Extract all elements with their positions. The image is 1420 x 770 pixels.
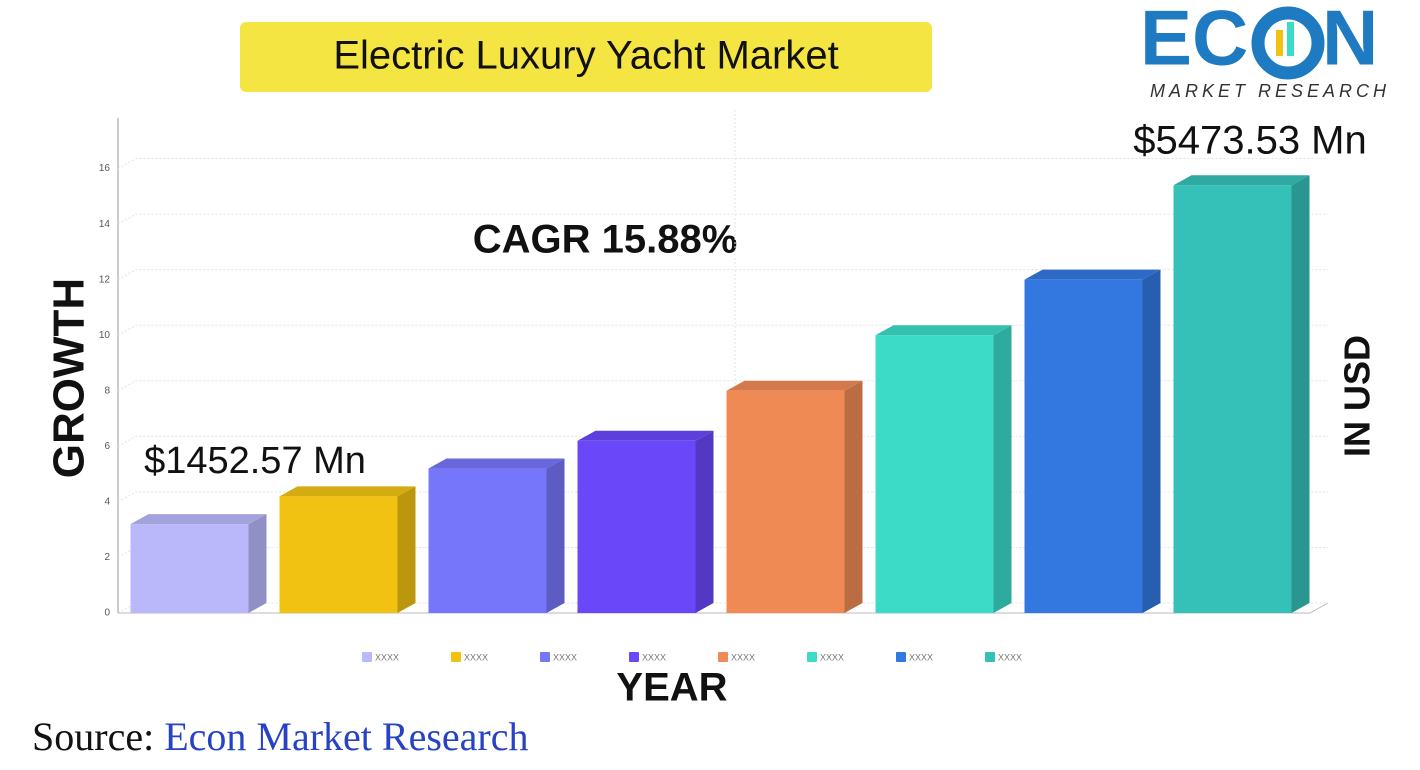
bar bbox=[1173, 175, 1310, 613]
bar bbox=[130, 514, 267, 613]
source: Source: Econ Market Research bbox=[32, 714, 528, 759]
grid-line bbox=[117, 269, 1328, 281]
bar bbox=[726, 380, 863, 613]
legend-swatch bbox=[451, 652, 461, 662]
bar-side bbox=[546, 458, 565, 613]
bar bbox=[428, 458, 565, 613]
bar bbox=[1024, 269, 1161, 613]
bar-top bbox=[875, 325, 1012, 336]
logo-right: N bbox=[1322, 0, 1378, 82]
y-tick-label: 8 bbox=[104, 385, 110, 396]
bar-top bbox=[577, 430, 714, 441]
bar-front bbox=[1173, 185, 1292, 613]
source-name: Econ Market Research bbox=[164, 714, 528, 759]
logo-icon bbox=[1251, 6, 1325, 80]
bar-top bbox=[726, 380, 863, 391]
title-highlight bbox=[240, 22, 932, 92]
legend-label: XXXX bbox=[909, 652, 933, 662]
start-value: $1452.57 Mn bbox=[144, 440, 366, 482]
legend-label: XXXX bbox=[375, 652, 399, 662]
chart-title: Electric Luxury Yacht Market bbox=[333, 34, 838, 78]
legend-label: XXXX bbox=[464, 652, 488, 662]
grid-line bbox=[117, 158, 1328, 169]
cagr: CAGR 15.88% bbox=[473, 218, 738, 262]
grid-line bbox=[117, 213, 1328, 225]
y-tick-label: 4 bbox=[104, 497, 110, 508]
y2-axis-label: IN USD bbox=[1337, 335, 1378, 457]
logo: EC N MARKET RESEARCH bbox=[1140, 0, 1390, 101]
legend-swatch bbox=[540, 652, 550, 662]
bar-front bbox=[279, 496, 398, 613]
bar bbox=[875, 325, 1012, 613]
y-tick-label: 0 bbox=[104, 608, 110, 619]
legend-swatch bbox=[896, 652, 906, 662]
y-tick-label: 12 bbox=[99, 274, 111, 285]
bar-front bbox=[577, 440, 696, 613]
bar-top bbox=[1024, 269, 1161, 280]
y-axis-label: GROWTH bbox=[45, 278, 94, 478]
y-tick-label: 16 bbox=[99, 163, 111, 174]
bar-front bbox=[1024, 279, 1143, 613]
bar-side bbox=[844, 380, 863, 613]
grid-line bbox=[117, 380, 1328, 392]
bar-side bbox=[1142, 269, 1161, 613]
bar-side bbox=[397, 486, 416, 613]
bar-top bbox=[1173, 175, 1310, 186]
y-tick-label: 14 bbox=[99, 219, 111, 230]
logo-icon bbox=[1276, 30, 1283, 56]
source-label: Source: bbox=[32, 714, 154, 759]
logo-tagline: MARKET RESEARCH bbox=[1150, 81, 1390, 101]
bar bbox=[279, 486, 416, 613]
legend-swatch bbox=[807, 652, 817, 662]
y-tick-label: 10 bbox=[99, 330, 111, 341]
legend-swatch bbox=[718, 652, 728, 662]
legend-label: XXXX bbox=[731, 652, 755, 662]
grid-line bbox=[117, 435, 1328, 447]
bar-side bbox=[1291, 175, 1310, 613]
legend-label: XXXX bbox=[553, 652, 577, 662]
grid-line bbox=[117, 491, 1328, 503]
bar-side bbox=[993, 325, 1012, 613]
logo-left: EC bbox=[1140, 0, 1248, 82]
bar-top bbox=[130, 514, 267, 525]
bar-side bbox=[248, 514, 267, 613]
legend-swatch bbox=[629, 652, 639, 662]
logo-icon bbox=[1287, 22, 1294, 56]
bar-front bbox=[875, 335, 994, 613]
y-tick-label: 2 bbox=[104, 552, 110, 563]
x-axis-label: YEAR bbox=[616, 666, 727, 710]
bar-top bbox=[279, 486, 416, 497]
bar-side bbox=[695, 430, 714, 613]
bar-front bbox=[428, 468, 547, 613]
legend-label: XXXX bbox=[998, 652, 1022, 662]
bar bbox=[577, 430, 714, 613]
bar-top bbox=[428, 458, 565, 469]
bar-front bbox=[130, 524, 249, 613]
y-tick-label: 6 bbox=[104, 441, 110, 452]
bar-front bbox=[726, 390, 845, 613]
legend-label: XXXX bbox=[642, 652, 666, 662]
grid-line bbox=[117, 324, 1328, 336]
legend-swatch bbox=[362, 652, 372, 662]
legend-label: XXXX bbox=[820, 652, 844, 662]
end-value: $5473.53 Mn bbox=[1133, 119, 1367, 163]
legend-swatch bbox=[985, 652, 995, 662]
